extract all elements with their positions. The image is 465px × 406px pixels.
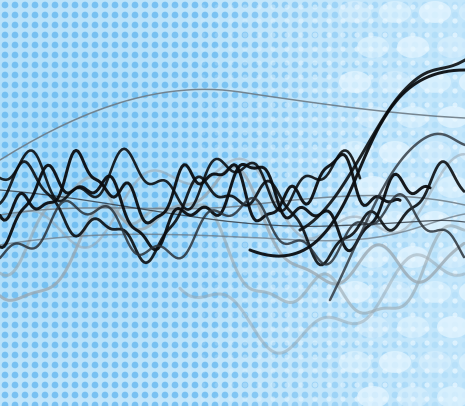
waveform-line: [0, 160, 465, 267]
background-oval: [357, 316, 389, 338]
background-oval: [397, 316, 429, 338]
background-oval: [419, 141, 451, 163]
background-oval: [397, 106, 429, 128]
background-oval: [379, 71, 411, 93]
background-oval: [419, 281, 451, 303]
background-oval: [419, 351, 451, 373]
background-oval: [397, 386, 429, 406]
waveform-line: [0, 147, 362, 213]
waveform-line: [328, 132, 465, 302]
background-oval: [419, 1, 451, 23]
background-oval: [379, 351, 411, 373]
background-oval: [397, 36, 429, 58]
background-oval: [357, 246, 389, 268]
background-oval: [379, 1, 411, 23]
background-oval: [379, 141, 411, 163]
waveform-line: [0, 193, 465, 266]
waveform-line: [178, 253, 465, 355]
background-oval: [459, 143, 465, 161]
waveform-line: [0, 88, 465, 161]
waveform-line: [0, 175, 465, 315]
background-oval: [459, 3, 465, 21]
waveform-line: [0, 189, 465, 228]
background-oval: [437, 36, 465, 58]
background-oval: [339, 351, 371, 373]
background-oval: [357, 386, 389, 406]
waveform-line: [0, 153, 465, 249]
background-oval: [397, 176, 429, 198]
background-oval: [459, 283, 465, 301]
background-oval: [437, 316, 465, 338]
waveform-line: [248, 68, 465, 258]
background-oval: [459, 73, 465, 91]
background-oval: [357, 36, 389, 58]
background-oval: [339, 71, 371, 93]
waveform-lines: [0, 58, 465, 355]
background-oval: [339, 1, 371, 23]
background-oval: [459, 353, 465, 371]
background-oval: [437, 386, 465, 406]
oval-pattern: [339, 1, 465, 406]
waveform-line: [298, 58, 465, 232]
